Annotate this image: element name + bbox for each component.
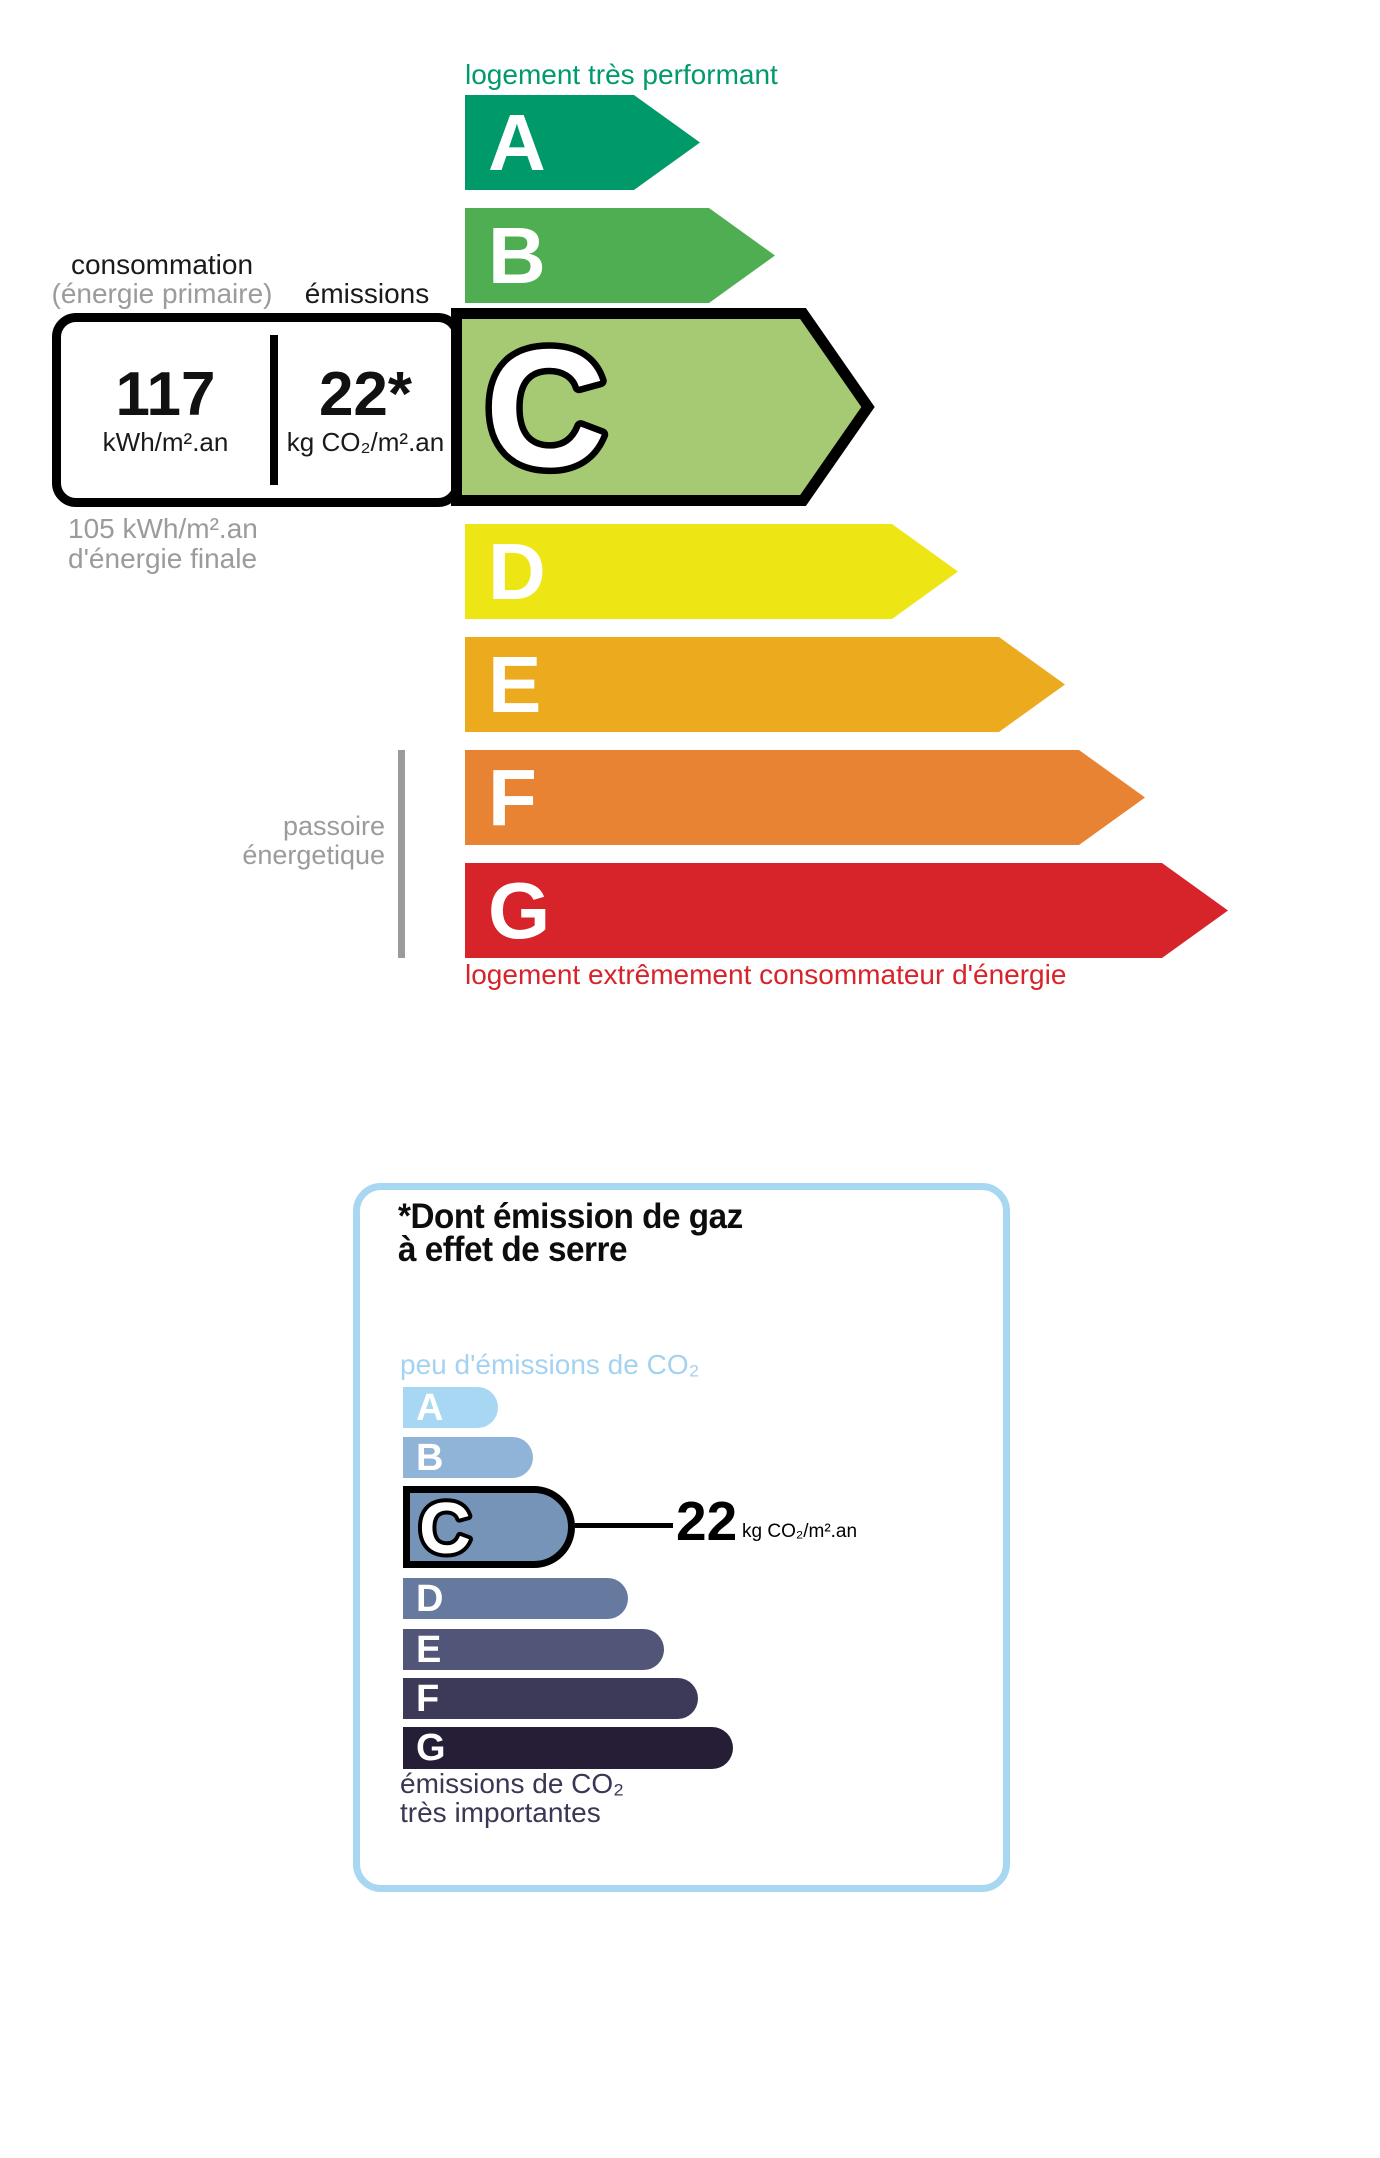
co2-class-letter: F <box>416 1677 440 1720</box>
top-performance-caption: logement très performant <box>465 59 778 90</box>
consumption-cell: 117 kWh/m².an <box>61 322 270 498</box>
co2-class-letter: E <box>416 1628 442 1671</box>
co2-class-letter: A <box>416 1386 444 1429</box>
co2-title-line1: *Dont émission de gaz <box>398 1197 743 1236</box>
sieve-bracket-bar <box>398 750 405 958</box>
co2-bar-c-rated: C <box>403 1485 575 1573</box>
co2-class-letter: G <box>416 1727 446 1769</box>
energy-sieve-label: passoire énergetique <box>150 811 385 871</box>
box-divider <box>270 335 278 485</box>
emissions-header-label: émissions <box>304 278 430 309</box>
emissions-unit: kg CO₂/m².an <box>286 426 445 457</box>
co2-class-letter: D <box>416 1577 444 1620</box>
energy-class-letter: F <box>488 752 537 842</box>
final-energy-line1: 105 kWh/m².an <box>68 513 258 544</box>
sieve-label-line1: passoire <box>282 811 385 841</box>
co2-class-letter-c: C <box>419 1489 471 1569</box>
consumption-unit: kWh/m².an <box>102 426 229 457</box>
energy-arrow-b: B <box>465 208 775 303</box>
co2-bar-a: A <box>403 1387 498 1428</box>
co2-class-letter: B <box>416 1436 444 1479</box>
emissions-value: 22* <box>318 359 413 429</box>
energy-class-letter: E <box>488 639 542 729</box>
consumption-value: 117 <box>115 359 216 429</box>
energy-arrow-d: D <box>465 524 958 619</box>
emissions-cell: 22* kg CO₂/m².an <box>278 322 453 498</box>
co2-value-connector-line <box>575 1523 673 1528</box>
primary-energy-sublabel: (énergie primaire) <box>51 278 273 309</box>
energy-class-letter: G <box>488 865 551 955</box>
sieve-label-line2: énergetique <box>242 840 385 871</box>
energy-class-letter: D <box>488 526 546 616</box>
energy-arrow-g: G <box>465 863 1228 958</box>
co2-high-caption-line2: très importantes <box>400 1796 601 1828</box>
final-energy-note: 105 kWh/m².an d'énergie finale <box>68 513 258 575</box>
energy-arrow-f: F <box>465 750 1145 845</box>
co2-bar-e: E <box>403 1629 664 1670</box>
energy-class-letter: A <box>488 97 546 187</box>
high-consumption-caption: logement extrêmement consommateur d'éner… <box>465 959 1067 990</box>
co2-bar-d: D <box>403 1578 628 1619</box>
energy-arrow-c-rated: C <box>451 308 875 509</box>
energy-arrow-e: E <box>465 637 1065 732</box>
energy-class-letter-c: C <box>485 314 606 502</box>
energy-arrow-c-shape <box>451 308 875 506</box>
consumption-header-label: consommation <box>70 249 254 280</box>
co2-value-unit: kg CO₂/m².an <box>742 1521 858 1542</box>
co2-bar-b: B <box>403 1437 533 1478</box>
co2-panel-title: *Dont émission de gaz à effet de serre <box>398 1197 743 1269</box>
co2-high-caption-line1: émissions de CO₂ <box>400 1768 625 1799</box>
co2-high-caption: émissions de CO₂ très importantes <box>400 1768 625 1828</box>
co2-bar-f: F <box>403 1678 698 1719</box>
co2-low-caption: peu d'émissions de CO₂ <box>400 1349 700 1380</box>
energy-arrow-a: A <box>465 95 700 190</box>
energy-class-letter: B <box>488 210 546 300</box>
final-energy-line2: d'énergie finale <box>68 543 258 575</box>
co2-bar-g: G <box>403 1727 733 1769</box>
co2-title-line2: à effet de serre <box>398 1230 627 1269</box>
co2-letter-c-svg: C <box>415 1485 475 1573</box>
rating-value-box: 117 kWh/m².an 22* kg CO₂/m².an <box>52 313 462 507</box>
co2-value: 22 <box>676 1490 738 1552</box>
